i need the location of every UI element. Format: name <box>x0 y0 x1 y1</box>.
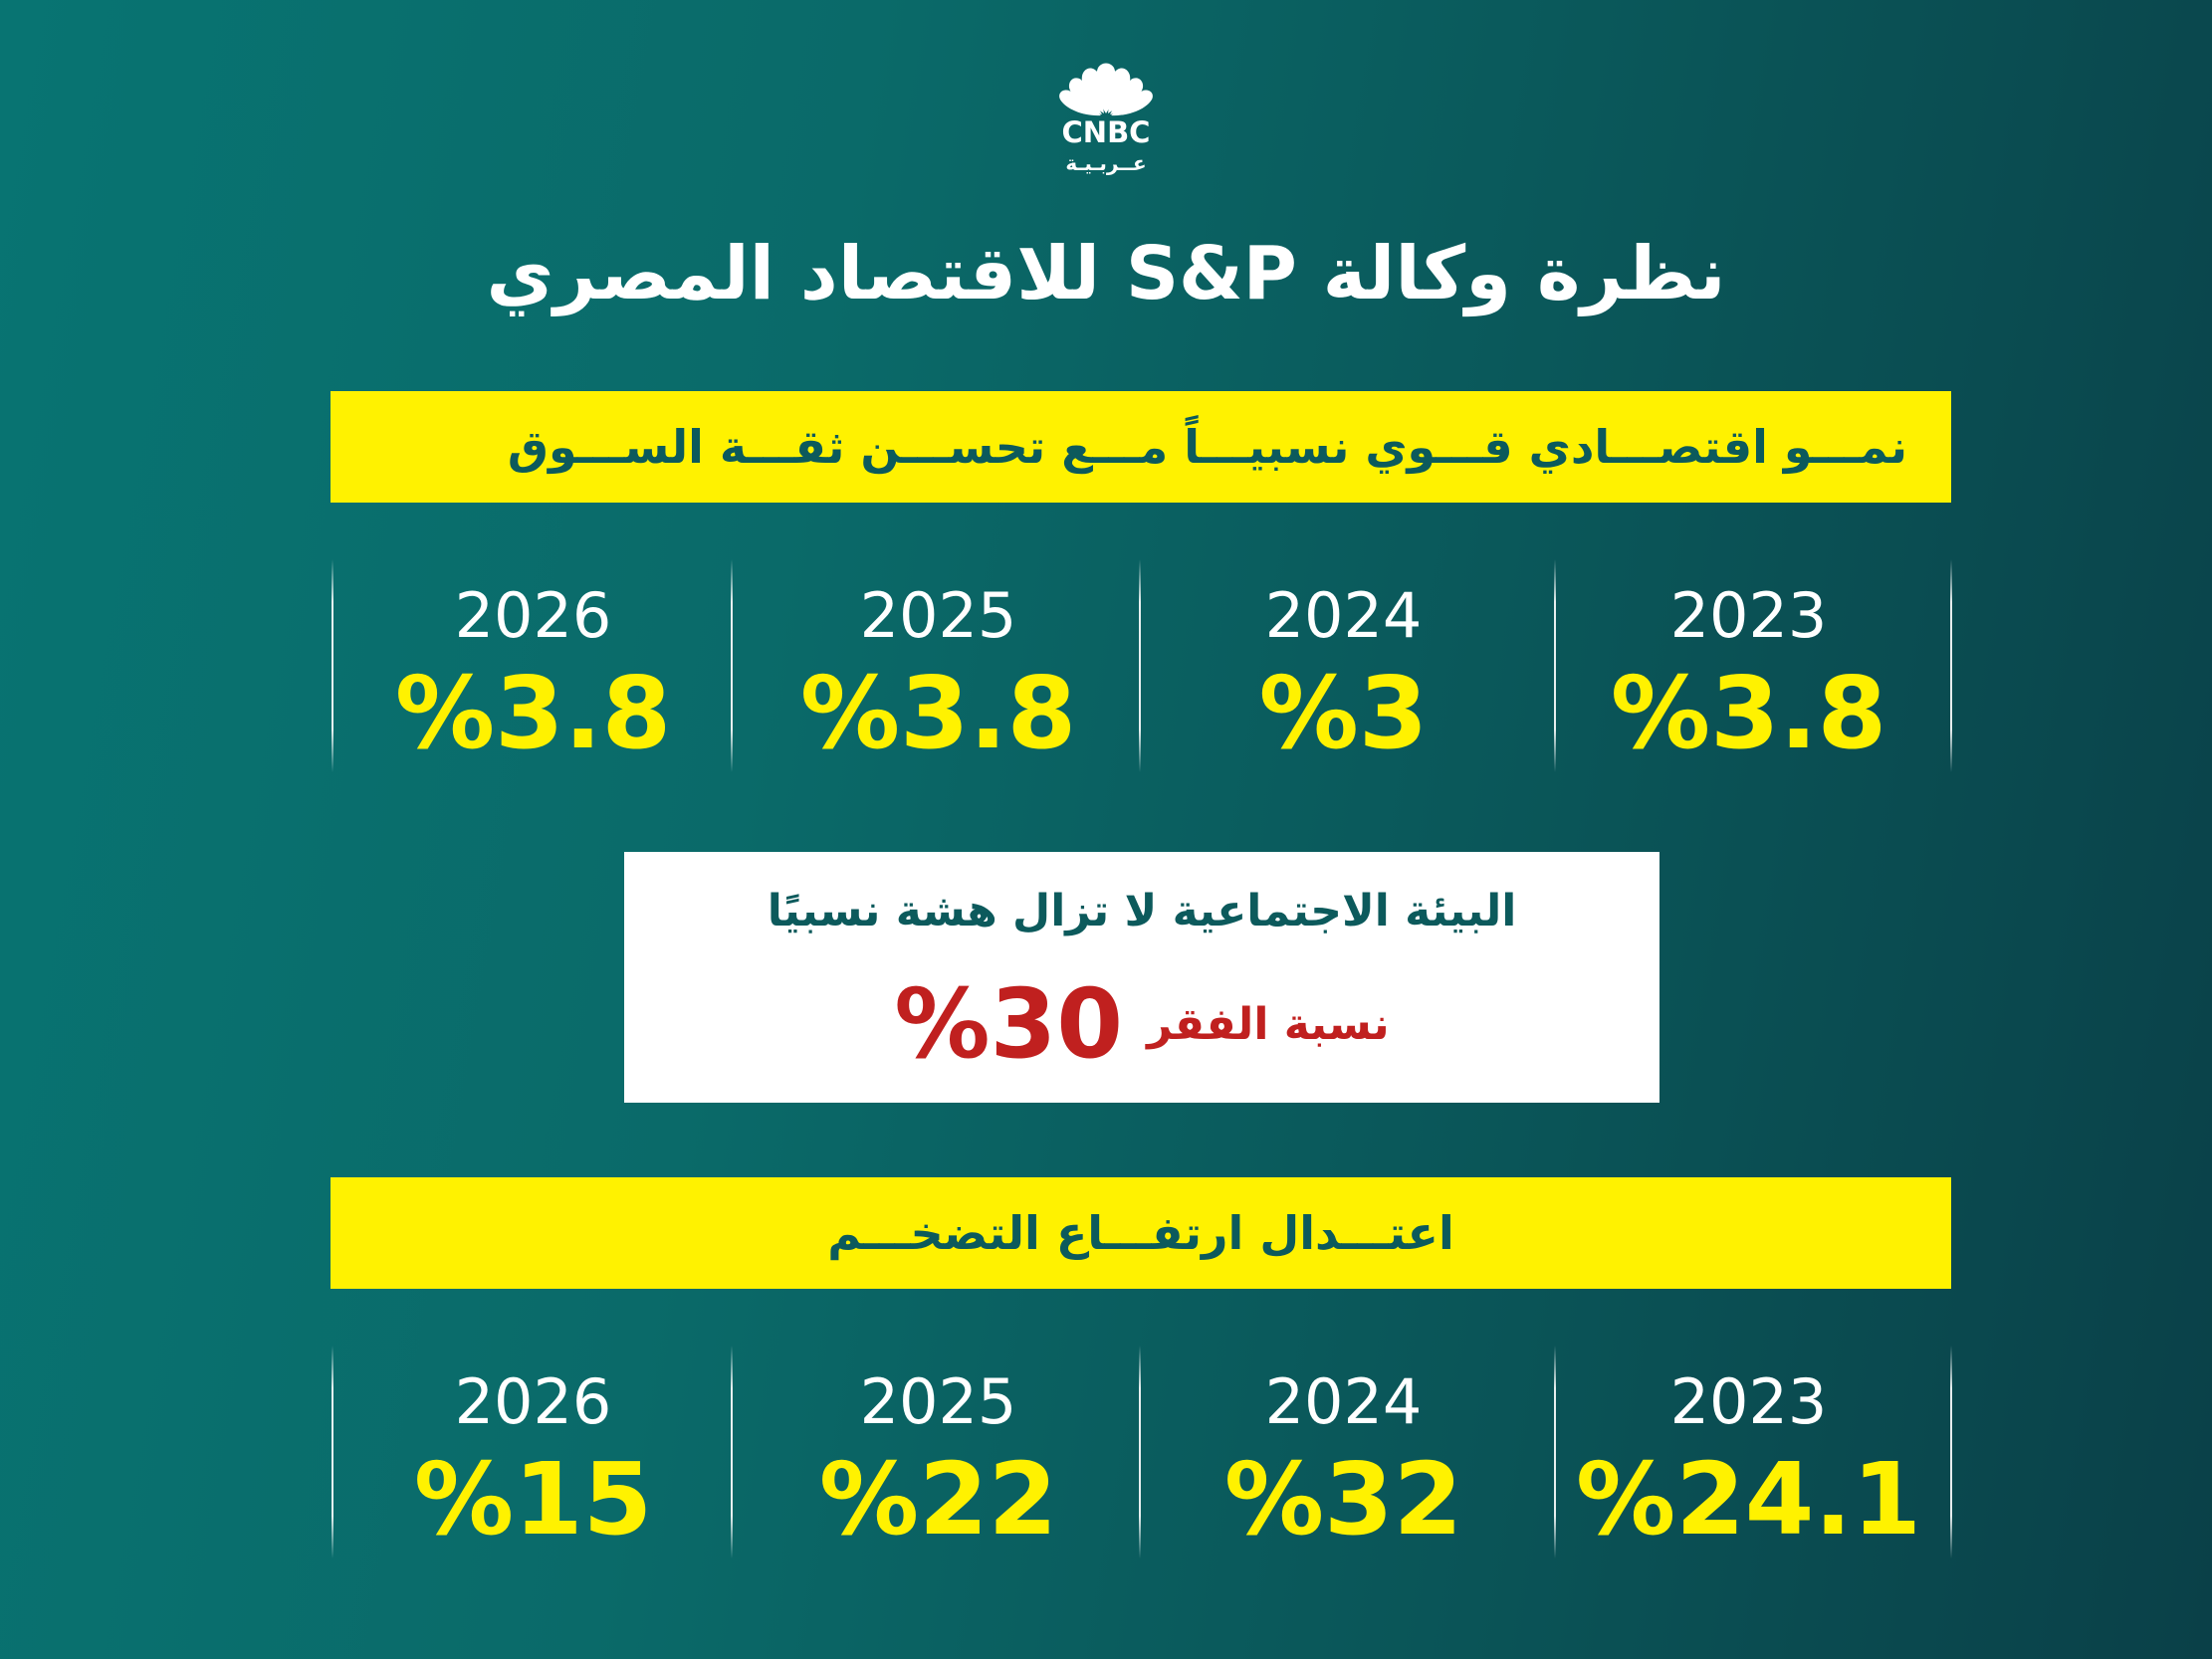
stat-year: 2023 <box>1669 579 1828 652</box>
logo-wordmark: CNBC <box>1061 115 1151 149</box>
peacock-icon <box>1059 63 1153 116</box>
stat-year: 2025 <box>859 579 1017 652</box>
growth-stat-2026: 2026 %3.8 <box>331 559 736 772</box>
stat-value: %3.8 <box>394 655 672 771</box>
inflation-stat-2025: 2025 %22 <box>736 1346 1141 1558</box>
growth-banner: نمـــو اقتصـــادي قـــوي نسبيـــاً مـــع… <box>331 391 1951 503</box>
stat-year: 2023 <box>1669 1365 1828 1438</box>
logo-subtitle: عــربـيـة <box>1065 151 1147 175</box>
stat-year: 2024 <box>1264 579 1423 652</box>
divider <box>1950 559 1952 772</box>
growth-stats-row: 2023 %3.8 2024 %3 2025 %3.8 2026 %3.8 <box>331 559 1951 772</box>
inflation-banner: اعتـــدال ارتفـــاع التضخـــم <box>331 1177 1951 1289</box>
stat-value: %3 <box>1258 655 1429 771</box>
divider <box>731 1346 733 1558</box>
divider <box>1139 559 1141 772</box>
poverty-label: نسبة الفقر <box>1147 998 1390 1050</box>
divider <box>1950 1346 1952 1558</box>
divider <box>731 559 733 772</box>
poverty-box: البيئة الاجتماعية لا تزال هشة نسبيًا نسب… <box>624 852 1659 1103</box>
poverty-value: %30 <box>894 968 1124 1080</box>
stat-value: %15 <box>413 1441 653 1557</box>
stat-value: %24.1 <box>1576 1441 1921 1557</box>
divider <box>1554 559 1556 772</box>
inflation-stat-2023: 2023 %24.1 <box>1546 1346 1951 1558</box>
stat-value: %3.8 <box>1610 655 1887 771</box>
growth-stat-2023: 2023 %3.8 <box>1546 559 1951 772</box>
poverty-rate-line: نسبة الفقر %30 <box>624 968 1659 1080</box>
divider <box>1139 1346 1141 1558</box>
stat-value: %32 <box>1223 1441 1463 1557</box>
growth-stat-2025: 2025 %3.8 <box>736 559 1141 772</box>
page-title: نظرة وكالة S&P للاقتصاد المصري <box>486 231 1726 316</box>
stat-value: %3.8 <box>799 655 1077 771</box>
divider <box>332 1346 333 1558</box>
cnbc-arabia-logo: CNBC عــربـيـة <box>1044 60 1168 179</box>
inflation-stat-2026: 2026 %15 <box>331 1346 736 1558</box>
stat-year: 2025 <box>859 1365 1017 1438</box>
divider <box>332 559 333 772</box>
divider <box>1554 1346 1556 1558</box>
stat-year: 2026 <box>454 579 612 652</box>
poverty-heading: البيئة الاجتماعية لا تزال هشة نسبيًا <box>767 886 1517 936</box>
stat-value: %22 <box>818 1441 1058 1557</box>
inflation-stat-2024: 2024 %32 <box>1141 1346 1546 1558</box>
growth-stat-2024: 2024 %3 <box>1141 559 1546 772</box>
stat-year: 2026 <box>454 1365 612 1438</box>
stat-year: 2024 <box>1264 1365 1423 1438</box>
inflation-stats-row: 2023 %24.1 2024 %32 2025 %22 2026 %15 <box>331 1346 1951 1558</box>
